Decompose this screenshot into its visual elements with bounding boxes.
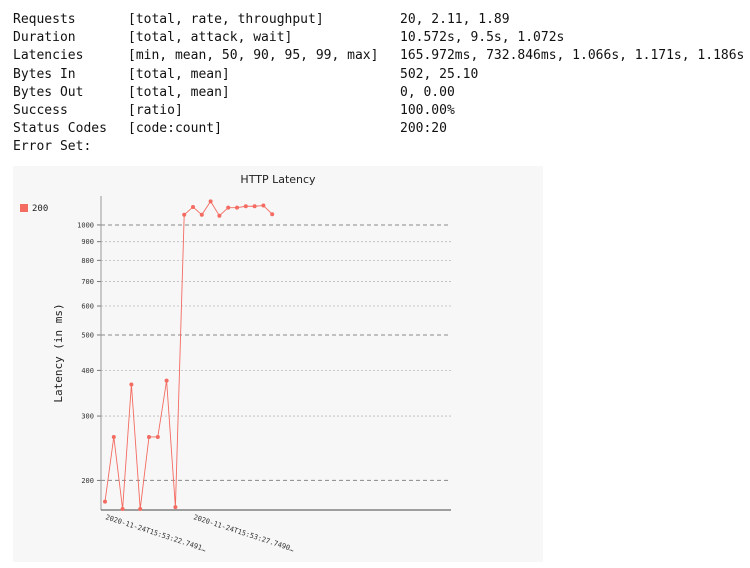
legend-label-200: 200 — [32, 204, 48, 214]
latency-chart-panel: HTTP Latency 200 Latency (in ms) 200 300 4… — [13, 166, 543, 562]
report-metric-fields: [total, mean] — [128, 66, 230, 82]
data-point — [147, 434, 151, 439]
data-point — [217, 213, 222, 218]
report-metric-values: 100.00% — [400, 102, 455, 118]
data-point — [155, 434, 160, 439]
data-point — [120, 507, 125, 512]
y-tick-label: 800 — [81, 257, 94, 265]
report-metric-name: Error Set: — [13, 139, 92, 155]
data-point — [226, 205, 231, 210]
data-point — [252, 204, 257, 209]
report-metric-name: Requests — [13, 12, 76, 27]
report-metric-values: 20, 2.11, 1.89 — [400, 12, 510, 27]
y-tick-label: 200 — [81, 477, 94, 485]
data-point — [173, 505, 178, 510]
report-metric-fields: [ratio] — [128, 102, 183, 118]
y-tick-labels: 200 300 400 500 600 700 800 900 1000 — [77, 221, 101, 485]
report-metric-values: 165.972ms, 732.846ms, 1.066s, 1.171s, 1.… — [400, 48, 745, 64]
report-metric-name: Bytes In — [13, 66, 76, 82]
y-tick-label: 300 — [81, 413, 94, 421]
data-point — [164, 378, 169, 383]
y-tick-label: 700 — [81, 278, 94, 286]
report-metric-fields: [min, mean, 50, 90, 95, 99, max] — [128, 48, 379, 64]
x-tick-labels: 2020-11-24T15:53:22.7491…2020-11-24T15:5… — [104, 513, 295, 553]
y-tick-label: 1000 — [77, 221, 94, 229]
report-metric-fields: [code:count] — [128, 121, 222, 137]
y-tick-label: 500 — [81, 331, 94, 339]
report-metric-name: Bytes Out — [13, 84, 84, 100]
report-metric-values: 10.572s, 9.5s, 1.072s — [400, 30, 565, 46]
x-tick-label: 2020-11-24T15:53:22.7491… — [104, 513, 207, 553]
report-metric-name: Status Codes — [13, 121, 107, 137]
report-metric-fields: [total, attack, wait] — [128, 30, 293, 46]
x-tick-label: 2020-11-24T15:53:27.7490… — [192, 513, 295, 553]
data-point — [235, 205, 239, 210]
y-axis-label: Latency (in ms) — [52, 303, 65, 402]
data-point — [261, 203, 266, 208]
data-point — [191, 204, 195, 209]
y-gridlines — [101, 224, 451, 481]
report-metric-values: 502, 25.10 — [400, 66, 479, 82]
data-point — [111, 434, 116, 439]
report-metric-name: Latencies — [13, 48, 84, 64]
latency-chart: HTTP Latency 200 Latency (in ms) 200 300 4… — [20, 173, 451, 553]
data-point — [243, 204, 248, 209]
data-point — [199, 212, 204, 217]
chart-title: HTTP Latency — [240, 173, 316, 186]
data-point — [182, 212, 187, 217]
report-metric-name: Success — [13, 102, 68, 118]
y-tick-label: 400 — [81, 367, 94, 375]
data-point — [270, 212, 275, 217]
series-line-200 — [104, 200, 273, 510]
data-point — [103, 499, 107, 504]
y-tick-label: 600 — [81, 303, 94, 311]
report-metric-values: 0, 0.00 — [400, 84, 455, 100]
data-point — [129, 382, 134, 387]
y-tick-label: 900 — [81, 238, 94, 246]
series-200 — [103, 199, 275, 512]
report-metric-values: 200:20 — [400, 121, 447, 137]
report-metric-fields: [total, rate, throughput] — [128, 12, 324, 27]
data-point — [138, 507, 143, 512]
data-point — [208, 199, 213, 204]
legend-swatch-200 — [20, 204, 28, 212]
report-metric-fields: [total, mean] — [128, 84, 230, 100]
report-metric-name: Duration — [13, 30, 76, 46]
